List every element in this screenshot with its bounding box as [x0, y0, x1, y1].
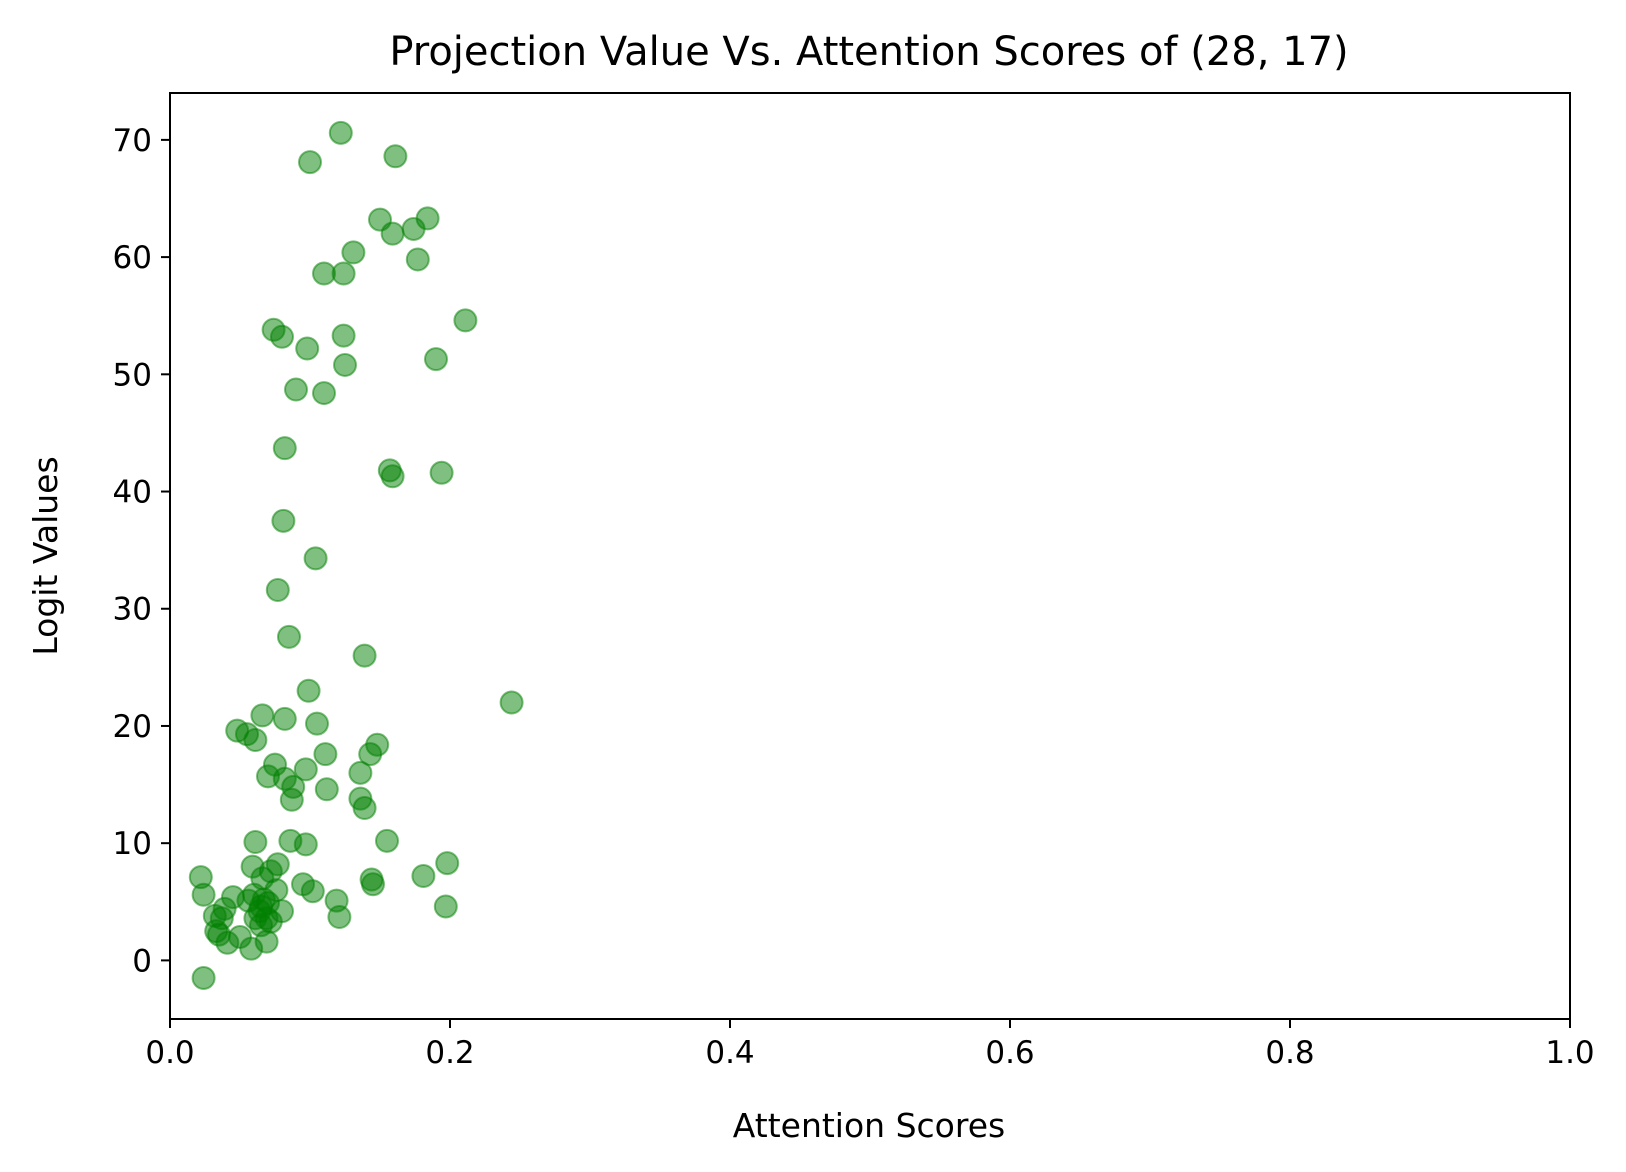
data-point [401, 216, 426, 241]
data-point [341, 240, 366, 265]
data-point [499, 690, 524, 715]
data-point [295, 336, 320, 361]
chart-title: Projection Value Vs. Attention Scores of… [389, 29, 1348, 75]
data-point [300, 879, 325, 904]
data-point [239, 936, 264, 961]
data-point [191, 965, 216, 990]
data-point [331, 261, 356, 286]
data-point [270, 324, 294, 349]
data-point [380, 221, 405, 246]
data-point [284, 377, 308, 402]
data-point [435, 851, 460, 876]
data-point [293, 832, 318, 857]
y-tick-label: 50 [113, 357, 152, 393]
y-axis-ticks: 0 10 20 30 40 50 60 70 [113, 123, 170, 979]
y-tick-label: 20 [113, 709, 152, 745]
x-tick-label: 0.4 [705, 1035, 754, 1071]
data-point [296, 678, 321, 703]
x-axis-ticks: 0.0 0.2 0.4 0.6 0.8 1.0 [145, 1019, 1595, 1071]
data-point [265, 577, 290, 602]
data-point [411, 863, 436, 888]
data-point [243, 728, 268, 753]
x-tick-label: 0.0 [145, 1035, 194, 1071]
data-point [313, 742, 338, 767]
data-point [293, 757, 318, 782]
x-tick-label: 0.6 [985, 1035, 1034, 1071]
data-point [333, 352, 357, 377]
data-point [312, 381, 336, 406]
y-tick-label: 0 [132, 943, 152, 979]
data-point [331, 323, 356, 348]
y-tick-label: 60 [113, 240, 152, 276]
data-point [272, 706, 297, 731]
data-point [328, 120, 353, 145]
y-tick-label: 10 [113, 826, 152, 862]
x-tick-label: 1.0 [1545, 1035, 1594, 1071]
data-point [250, 703, 275, 728]
data-point [361, 872, 385, 897]
x-tick-label: 0.8 [1265, 1035, 1314, 1071]
data-point [215, 930, 240, 955]
data-point [453, 308, 478, 333]
data-point [279, 787, 304, 812]
data-point [358, 742, 383, 767]
y-axis-label: Logit Values [26, 456, 65, 655]
data-point [303, 546, 328, 571]
data-point [433, 894, 458, 919]
x-axis-label: Attention Scores [733, 1106, 1005, 1145]
plot-frame [169, 92, 1571, 1020]
data-point [277, 624, 301, 649]
data-point [191, 882, 216, 907]
y-tick-label: 70 [113, 123, 152, 159]
data-point [380, 464, 405, 489]
data-point [352, 643, 377, 668]
data-point [314, 777, 339, 802]
data-point [305, 711, 329, 736]
data-point [424, 347, 448, 372]
data-point [298, 150, 322, 175]
data-point [327, 905, 352, 930]
data-point [375, 828, 399, 853]
y-tick-label: 30 [113, 592, 152, 628]
data-point [243, 830, 268, 855]
data-point [352, 796, 377, 821]
x-tick-label: 0.2 [425, 1035, 474, 1071]
data-point [272, 436, 297, 461]
y-tick-label: 40 [113, 475, 152, 511]
data-point [429, 460, 454, 485]
data-point [348, 760, 373, 785]
data-point [405, 247, 430, 272]
data-point [383, 144, 408, 169]
points-layer [188, 120, 524, 990]
data-point [271, 508, 296, 533]
